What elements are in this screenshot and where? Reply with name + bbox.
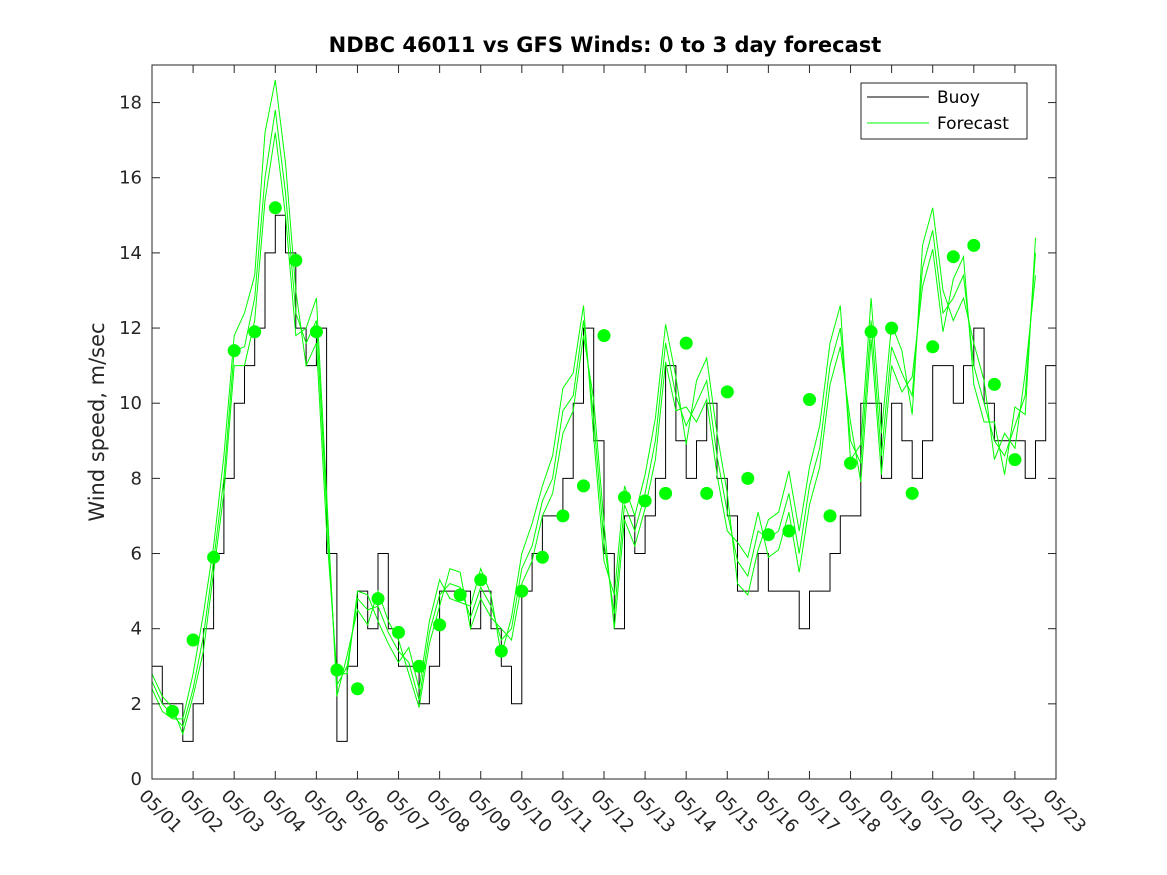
forecast-marker [823,509,837,523]
y-tick-label: 0 [131,769,142,790]
forecast-marker [371,592,385,606]
forecast-marker [905,486,919,500]
forecast-marker [309,325,323,339]
forecast-marker [392,625,405,639]
x-tick-label: 05/09 [463,786,515,838]
forecast-marker [946,250,960,264]
forecast-marker [618,490,631,504]
x-tick-label: 05/11 [545,786,597,838]
forecast-marker [433,618,447,632]
x-tick-label: 05/18 [833,786,885,838]
x-tick-label: 05/02 [176,786,228,838]
x-tick-label: 05/03 [217,786,269,838]
y-axis: 0 2 4 6 8 10 12 14 16 18 [119,93,1056,790]
x-tick-label: 05/01 [134,786,186,838]
x-tick-label: 05/20 [915,786,967,838]
forecast-marker [535,550,549,564]
legend-label-forecast: Forecast [937,114,1009,134]
forecast-marker [967,238,981,252]
forecast-marker [987,377,1001,391]
y-tick-label: 16 [119,168,142,189]
forecast-marker [885,321,899,335]
forecast-marker [330,663,344,677]
forecast-line-1 [151,110,1036,728]
legend-label-buoy: Buoy [937,88,980,108]
x-tick-label: 05/10 [504,786,556,838]
x-tick-label: 05/19 [874,786,926,838]
forecast-marker [453,588,467,602]
x-tick-label: 05/21 [956,786,1008,838]
y-tick-label: 2 [131,694,142,715]
forecast-marker [782,524,796,538]
forecast-marker [659,486,673,500]
legend: Buoy Forecast [860,82,1028,140]
x-tick-label: 05/08 [422,786,474,838]
forecast-marker [248,325,262,339]
forecast-marker [515,584,529,598]
forecast-marker [412,659,426,673]
x-axis: 05/0105/0205/0305/0405/0505/0605/0705/08… [134,65,1090,837]
forecast-marker [700,486,714,500]
plot-frame [151,64,1057,780]
forecast-marker [474,573,488,587]
x-tick-label: 05/04 [258,786,310,838]
forecast-marker [741,471,755,485]
x-tick-label: 05/23 [1038,786,1090,838]
forecast-marker [556,509,570,523]
forecast-marker [289,253,303,267]
y-tick-label: 12 [119,318,142,339]
x-tick-label: 05/14 [669,786,721,838]
forecast-marker [761,528,775,542]
forecast-marker [720,385,734,399]
x-tick-label: 05/05 [299,786,351,838]
forecast-marker [844,456,857,470]
y-tick-label: 8 [131,468,142,489]
y-tick-label: 4 [131,619,142,640]
x-tick-label: 05/06 [340,786,392,838]
y-axis-label: Wind speed, m/sec [85,322,109,521]
x-tick-label: 05/22 [997,786,1049,838]
forecast-marker [803,393,816,406]
x-tick-label: 05/07 [381,786,433,838]
forecast-marker [186,633,200,647]
forecast-marker [577,479,590,493]
legend-box [860,82,1028,140]
forecast-marker [207,550,221,564]
forecast-marker [351,682,364,696]
y-tick-label: 18 [119,93,142,114]
forecast-marker [597,329,611,343]
y-tick-label: 10 [119,393,142,414]
x-tick-label: 05/12 [586,786,638,838]
x-tick-label: 05/13 [628,786,680,838]
forecast-marker [227,344,241,358]
y-tick-label: 6 [131,544,142,565]
forecast-marker [864,325,878,339]
forecast-marker [638,494,652,508]
chart-title: NDBC 46011 vs GFS Winds: 0 to 3 day fore… [329,33,882,57]
forecast-marker [268,201,282,215]
forecast-marker [679,336,693,350]
y-tick-label: 14 [119,243,142,264]
x-tick-label: 05/17 [792,786,844,838]
forecast-marker [166,704,179,718]
forecast-marker [926,340,940,354]
forecast-line-3 [151,132,1036,736]
plot-marks [151,79,1057,742]
forecast-marker [494,644,508,658]
x-tick-label: 05/15 [710,786,762,838]
forecast-line-2 [151,79,1036,720]
forecast-marker [1008,453,1022,467]
x-tick-label: 05/16 [751,786,803,838]
